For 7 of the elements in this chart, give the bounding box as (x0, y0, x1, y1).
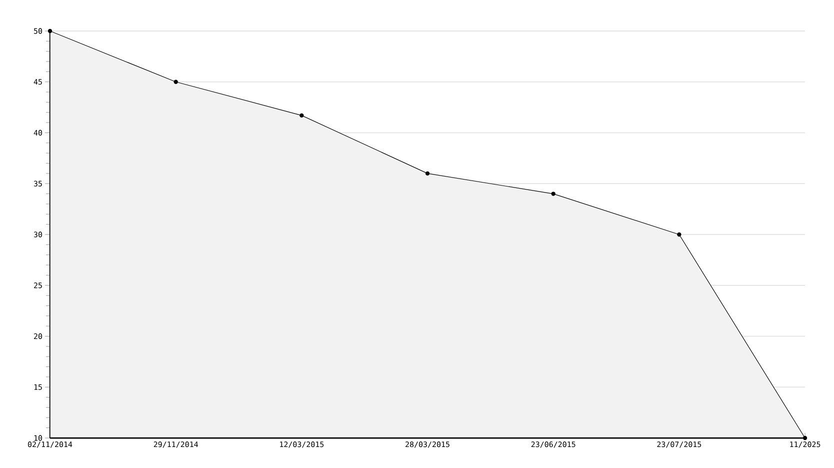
point (802, 436, 808, 440)
point (551, 192, 556, 196)
point (425, 171, 430, 176)
point (48, 28, 52, 34)
point (174, 80, 178, 84)
point (677, 232, 682, 237)
point (300, 113, 304, 118)
